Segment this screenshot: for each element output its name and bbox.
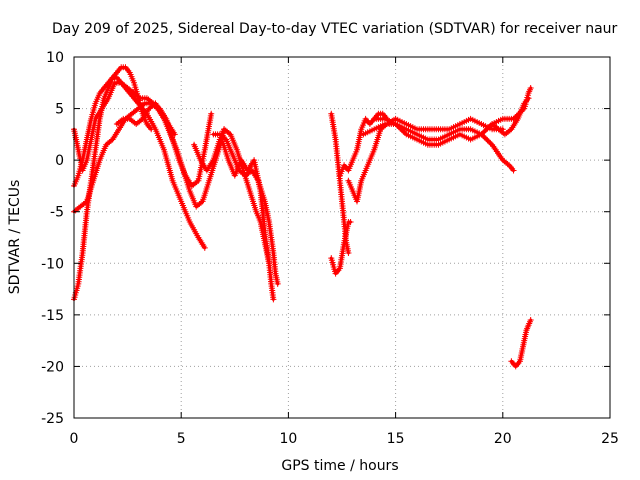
y-tick-label: -10	[41, 256, 64, 272]
series-track-k	[336, 110, 391, 179]
series-track-h	[218, 136, 273, 267]
series-markers	[218, 136, 273, 267]
series-markers	[113, 100, 178, 138]
series-track-o	[489, 95, 532, 138]
y-tick-label: -20	[41, 359, 64, 375]
plot-frame	[73, 56, 611, 419]
x-tick-label: 5	[177, 431, 186, 447]
series-markers	[336, 110, 391, 179]
series-track-p	[508, 317, 534, 370]
y-tick-label: -5	[50, 205, 64, 221]
series-track-d	[71, 79, 215, 189]
ticks: 0 5 10 15 20 25 10 5 0 -5 -10 -15 -20 -25	[41, 50, 619, 447]
series-markers	[371, 84, 534, 148]
x-tick-label: 0	[70, 431, 79, 447]
y-tick-label: 0	[55, 153, 64, 169]
series-markers	[489, 95, 532, 138]
chart-title: Day 209 of 2025, Sidereal Day-to-day VTE…	[52, 21, 618, 37]
y-tick-label: -15	[41, 308, 64, 324]
x-tick-label: 20	[494, 431, 512, 447]
x-tick-label: 15	[387, 431, 405, 447]
data-marks	[71, 64, 534, 370]
x-tick-label: 10	[279, 431, 297, 447]
series-track-e	[113, 100, 178, 138]
series-track-m	[360, 121, 517, 174]
x-axis-label: GPS time / hours	[281, 458, 398, 474]
x-tick-label: 25	[601, 431, 619, 447]
y-tick-label: 5	[55, 102, 64, 118]
series-markers	[508, 317, 534, 370]
y-tick-label: 10	[46, 50, 64, 66]
y-tick-label: -25	[41, 411, 64, 427]
y-axis-label: SDTVAR / TECUs	[7, 180, 23, 295]
